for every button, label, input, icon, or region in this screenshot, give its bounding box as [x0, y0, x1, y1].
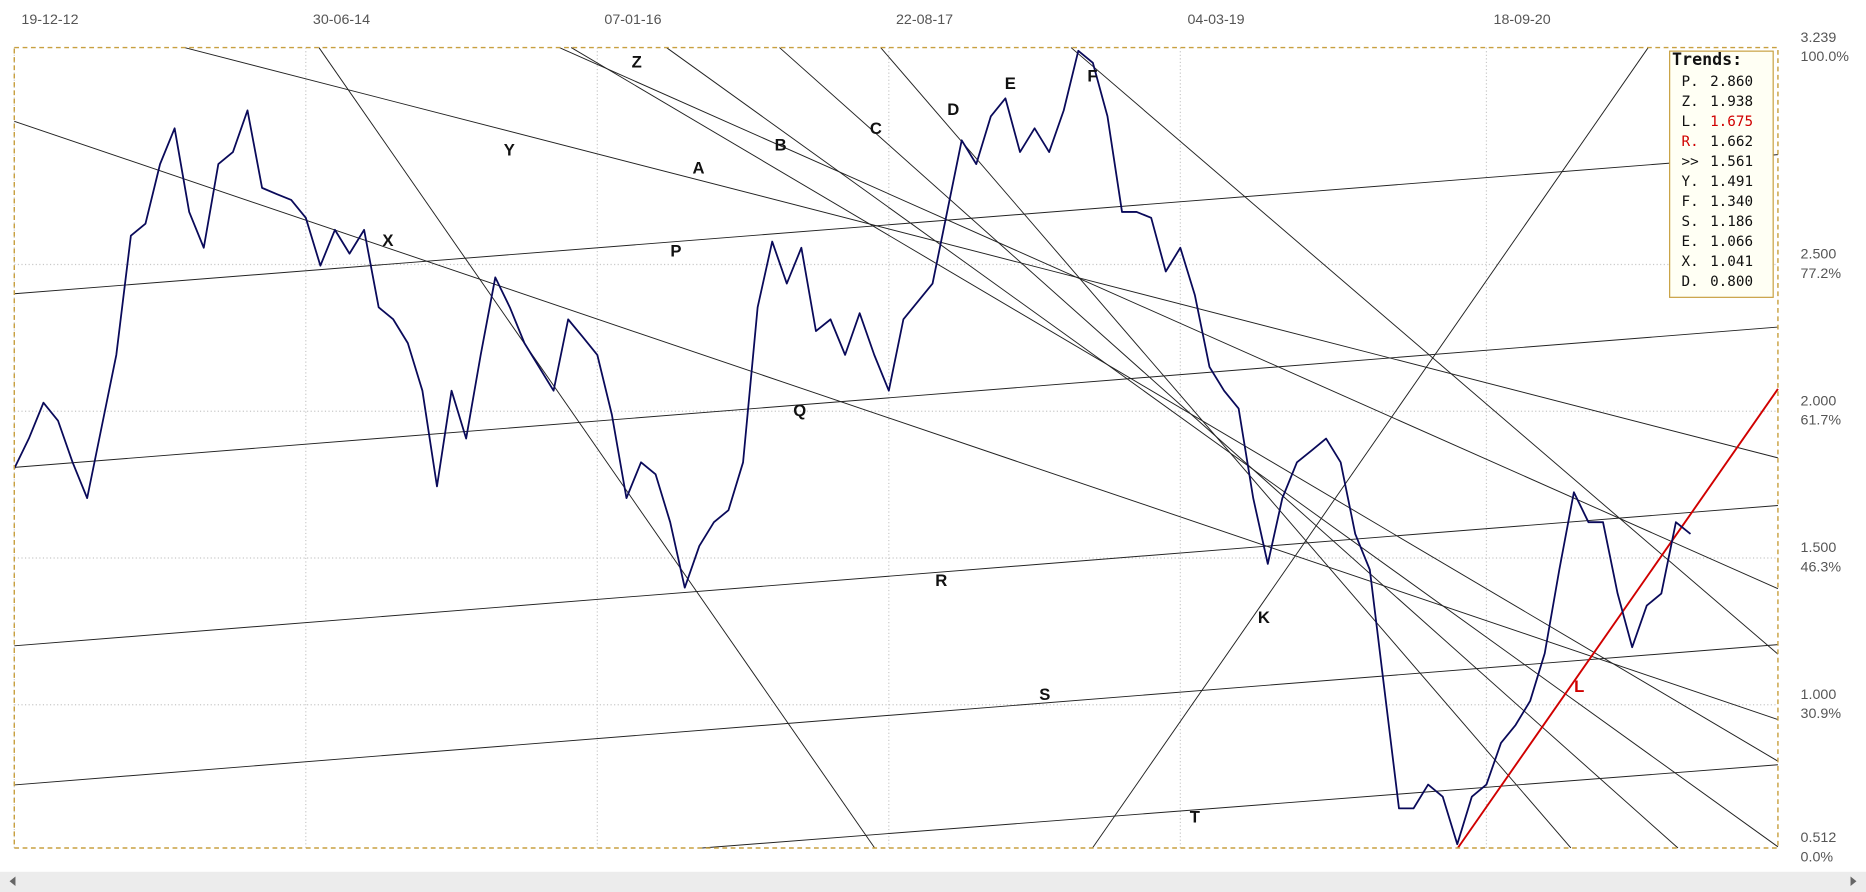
y-tick-label: 2.500: [1801, 247, 1837, 263]
y-tick-percent: 61.7%: [1801, 413, 1842, 429]
x-tick-label: 22-08-17: [896, 12, 953, 28]
legend-value: 1.662: [1710, 134, 1753, 150]
trend-label: F: [1087, 67, 1097, 86]
trend-label: E: [1005, 74, 1016, 93]
legend-name: S.: [1682, 214, 1699, 230]
legend-value: 1.491: [1710, 174, 1753, 190]
trend-label: A: [693, 158, 705, 177]
legend-value: 1.066: [1710, 234, 1753, 250]
trend-label: B: [775, 136, 787, 155]
trend-line: [570, 47, 1779, 762]
trend-label: R: [935, 571, 947, 590]
y-tick-label: 2.000: [1801, 393, 1837, 409]
legend-name: F.: [1682, 194, 1699, 210]
price-line: [13, 49, 1692, 846]
x-tick-label: 19-12-12: [21, 12, 78, 28]
trend-line: [184, 47, 1779, 459]
legend-name: R.: [1682, 134, 1699, 150]
trend-line: [14, 154, 1778, 295]
legend-value: 1.561: [1710, 154, 1753, 170]
trend-label: T: [1190, 808, 1200, 827]
trend-line: [1070, 47, 1779, 655]
legend-value: 2.860: [1710, 74, 1753, 90]
x-tick-label: 18-09-20: [1494, 12, 1551, 28]
trend-line: [666, 47, 1779, 848]
trend-label: C: [870, 119, 882, 138]
legend-name: P.: [1682, 74, 1699, 90]
legend-name: E.: [1682, 234, 1699, 250]
trend-label: D: [947, 100, 959, 119]
trend-line-red: [1457, 388, 1779, 849]
legend-value: 1.340: [1710, 194, 1753, 210]
trend-line: [1092, 47, 1649, 849]
y-tick-percent: 77.2%: [1801, 266, 1842, 282]
legend-value: 0.800: [1710, 274, 1753, 290]
trend-line: [14, 644, 1778, 786]
legend-name: Z.: [1682, 94, 1699, 110]
trend-lines: [14, 47, 1779, 849]
y-tick-percent: 100.0%: [1801, 49, 1850, 65]
trend-line: [559, 47, 1779, 590]
scroll-right: [1850, 876, 1857, 887]
legend-value: 1.938: [1710, 94, 1753, 110]
legend-name: >>: [1682, 154, 1699, 170]
trend-line: [880, 47, 1572, 849]
trend-line: [14, 504, 1778, 647]
trend-line: [318, 47, 876, 849]
trend-line: [14, 326, 1778, 468]
x-tick-label: 30-06-14: [313, 12, 370, 28]
legend-name: Y.: [1682, 174, 1699, 190]
x-tick-label: 07-01-16: [604, 12, 661, 28]
legend-name: L.: [1682, 114, 1699, 130]
trend-line: [702, 764, 1778, 849]
trend-label: S: [1039, 685, 1050, 704]
y-tick-percent: 30.9%: [1801, 706, 1842, 722]
trend-label: L: [1574, 677, 1584, 696]
trend-label: K: [1258, 608, 1270, 627]
legend-value: 1.186: [1710, 214, 1753, 230]
y-tick-label: 1.000: [1801, 687, 1837, 703]
y-tick-label: 0.512: [1801, 830, 1837, 846]
y-tick-label: 1.500: [1801, 540, 1837, 556]
trend-label: X: [382, 231, 393, 250]
trend-line: [779, 47, 1679, 849]
legend-value: 1.041: [1710, 254, 1753, 270]
legend-value: 1.675: [1710, 114, 1753, 130]
y-tick-percent: 46.3%: [1801, 559, 1842, 575]
scrollbar: [0, 871, 1866, 892]
trend-label: Q: [793, 401, 806, 420]
y-tick-percent: 0.0%: [1801, 849, 1834, 865]
plot: [13, 49, 1692, 846]
trend-label: Y: [504, 140, 515, 159]
legend-name: X.: [1682, 254, 1699, 270]
legend-box: [1669, 50, 1774, 298]
y-tick-label: 3.239: [1801, 30, 1837, 46]
scrollbar-track: [0, 871, 1866, 892]
legend-title: Trends:: [1672, 50, 1742, 69]
legend: Trends: P. 2.860 Z. 1.938 L. 1.675 R. 1.662 >> 1.…: [1669, 50, 1774, 298]
trend-line: [14, 120, 1779, 720]
trend-label: P: [670, 242, 681, 261]
trend-letters: Z Y X A B C D E F P Q R K S T L: [382, 52, 1584, 826]
scroll-left: [9, 876, 16, 887]
x-tick-label: 04-03-19: [1187, 12, 1244, 28]
trend-label: Z: [632, 52, 642, 71]
legend-name: D.: [1682, 274, 1699, 290]
